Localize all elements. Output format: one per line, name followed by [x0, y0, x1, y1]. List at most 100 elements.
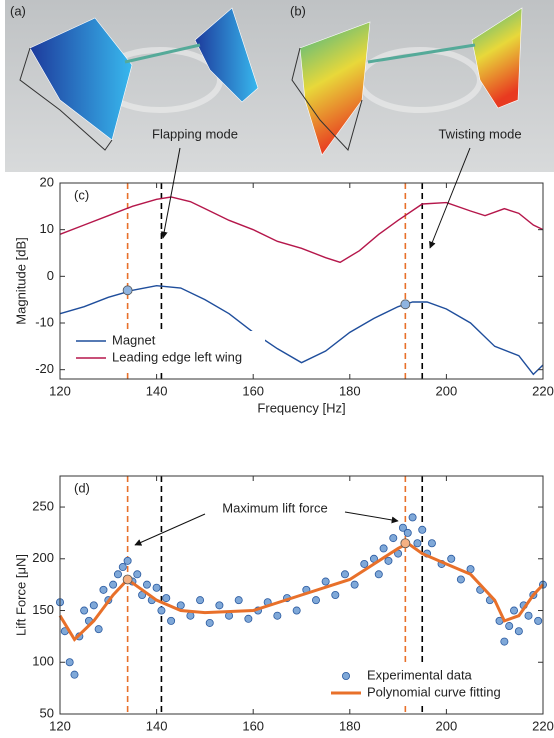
data-point	[500, 637, 509, 646]
annotation-arrow	[344, 511, 399, 524]
legend-label: Leading edge left wing	[112, 349, 242, 364]
photo-label: (a)	[10, 3, 26, 18]
data-point	[311, 596, 320, 605]
x-axis-label: Frequency [Hz]	[257, 400, 345, 415]
highlight-point	[122, 574, 133, 585]
highlight-point	[400, 299, 411, 310]
data-point	[89, 601, 98, 610]
photo-label: (b)	[290, 3, 306, 18]
y-tick-label: -20	[35, 361, 54, 376]
data-point	[331, 591, 340, 600]
data-point	[514, 627, 523, 636]
annotation-arrow	[134, 513, 206, 546]
series-line	[59, 284, 544, 376]
axes-box	[59, 475, 544, 715]
data-point	[142, 580, 151, 589]
data-point	[80, 606, 89, 615]
data-point	[534, 616, 543, 625]
x-tick-label: 180	[339, 383, 361, 398]
data-point	[505, 622, 514, 631]
data-point	[447, 554, 456, 563]
legend-swatch	[341, 672, 350, 681]
y-axis-label: Lift Force [μN]	[13, 554, 28, 636]
data-point	[65, 658, 74, 667]
x-tick-label: 160	[242, 383, 264, 398]
x-tick-label: 220	[532, 718, 554, 733]
x-tick-label: 120	[49, 383, 71, 398]
axes-box	[59, 182, 544, 380]
y-tick-label: -10	[35, 314, 54, 329]
data-point	[133, 570, 142, 579]
data-point	[374, 570, 383, 579]
data-point	[99, 585, 108, 594]
data-point	[123, 556, 132, 565]
data-point	[292, 606, 301, 615]
highlight-point	[400, 538, 411, 549]
x-tick-label: 140	[146, 718, 168, 733]
data-point	[379, 544, 388, 553]
x-tick-label: 120	[49, 718, 71, 733]
data-point	[118, 563, 127, 572]
photo: (a) (b)	[5, 0, 554, 172]
data-point	[427, 539, 436, 548]
data-point	[510, 606, 519, 615]
data-point	[413, 539, 422, 548]
y-tick-label: 0	[47, 268, 54, 283]
data-point	[215, 601, 224, 610]
y-tick-label: 200	[32, 550, 54, 565]
data-point	[456, 575, 465, 584]
annotation: Flapping mode	[152, 126, 238, 141]
legend-label: Experimental data	[367, 667, 473, 682]
y-tick-label: 150	[32, 602, 54, 617]
annotation: Twisting mode	[438, 126, 521, 141]
x-tick-label: 200	[436, 718, 458, 733]
data-point	[408, 513, 417, 522]
annotation-arrow	[429, 147, 471, 249]
data-point	[157, 606, 166, 615]
legend-box	[70, 331, 265, 369]
annotation-arrow	[160, 147, 181, 239]
y-tick-label: 250	[32, 498, 54, 513]
annotation: Maximum lift force	[222, 500, 327, 515]
panel-label: (c)	[74, 187, 89, 202]
y-axis-label: Magnitude [dB]	[13, 237, 28, 324]
data-point	[109, 580, 118, 589]
x-tick-label: 200	[436, 383, 458, 398]
data-point	[418, 525, 427, 534]
data-point	[403, 528, 412, 537]
data-point	[167, 616, 176, 625]
data-point	[225, 611, 234, 620]
data-point	[196, 596, 205, 605]
y-tick-label: 10	[40, 221, 54, 236]
y-tick-label: 50	[40, 705, 54, 720]
data-point	[234, 596, 243, 605]
data-point	[360, 559, 369, 568]
x-axis-label: Frequency [Hz]	[257, 735, 345, 738]
x-tick-label: 180	[339, 718, 361, 733]
legend-label: Polynomial curve fitting	[367, 684, 501, 699]
x-tick-label: 160	[242, 718, 264, 733]
data-point	[162, 594, 171, 603]
x-tick-label: 220	[532, 383, 554, 398]
data-point	[350, 580, 359, 589]
series-line	[59, 196, 544, 264]
data-point	[70, 670, 79, 679]
data-point	[113, 570, 122, 579]
data-point	[186, 611, 195, 620]
data-point	[389, 534, 398, 543]
y-tick-label: 20	[40, 174, 54, 189]
data-point	[384, 556, 393, 565]
y-tick-label: 100	[32, 654, 54, 669]
series-line	[58, 541, 545, 642]
data-point	[152, 583, 161, 592]
data-point	[205, 618, 214, 627]
x-tick-label: 140	[146, 383, 168, 398]
data-point	[340, 570, 349, 579]
data-point	[398, 523, 407, 532]
data-point	[273, 611, 282, 620]
legend-label: Magnet	[112, 332, 156, 347]
highlight-point	[122, 285, 133, 296]
data-point	[244, 614, 253, 623]
data-point	[524, 611, 533, 620]
